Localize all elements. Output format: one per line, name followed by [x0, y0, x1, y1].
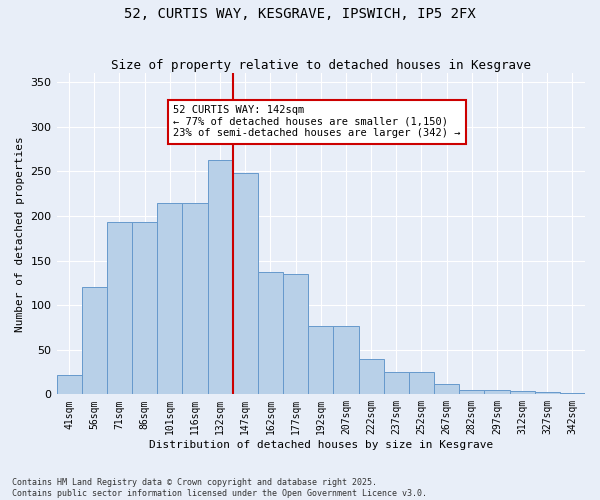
Text: Contains HM Land Registry data © Crown copyright and database right 2025.
Contai: Contains HM Land Registry data © Crown c…: [12, 478, 427, 498]
Bar: [82, 288, 107, 395]
Bar: [182, 202, 208, 394]
Bar: [258, 272, 283, 394]
Title: Size of property relative to detached houses in Kesgrave: Size of property relative to detached ho…: [111, 59, 531, 72]
Bar: [459, 390, 484, 394]
Bar: [484, 390, 509, 394]
Bar: [308, 326, 334, 394]
Bar: [157, 202, 182, 394]
Bar: [383, 372, 409, 394]
Y-axis label: Number of detached properties: Number of detached properties: [15, 136, 25, 332]
Text: 52 CURTIS WAY: 142sqm
← 77% of detached houses are smaller (1,150)
23% of semi-d: 52 CURTIS WAY: 142sqm ← 77% of detached …: [173, 106, 460, 138]
Bar: [359, 358, 383, 394]
Bar: [535, 392, 560, 394]
Bar: [132, 222, 157, 394]
Bar: [560, 392, 585, 394]
Bar: [334, 326, 359, 394]
Bar: [434, 384, 459, 394]
Text: 52, CURTIS WAY, KESGRAVE, IPSWICH, IP5 2FX: 52, CURTIS WAY, KESGRAVE, IPSWICH, IP5 2…: [124, 8, 476, 22]
Bar: [56, 374, 82, 394]
Bar: [107, 222, 132, 394]
Bar: [509, 391, 535, 394]
Bar: [409, 372, 434, 394]
Bar: [208, 160, 233, 394]
Bar: [283, 274, 308, 394]
X-axis label: Distribution of detached houses by size in Kesgrave: Distribution of detached houses by size …: [149, 440, 493, 450]
Bar: [233, 173, 258, 394]
